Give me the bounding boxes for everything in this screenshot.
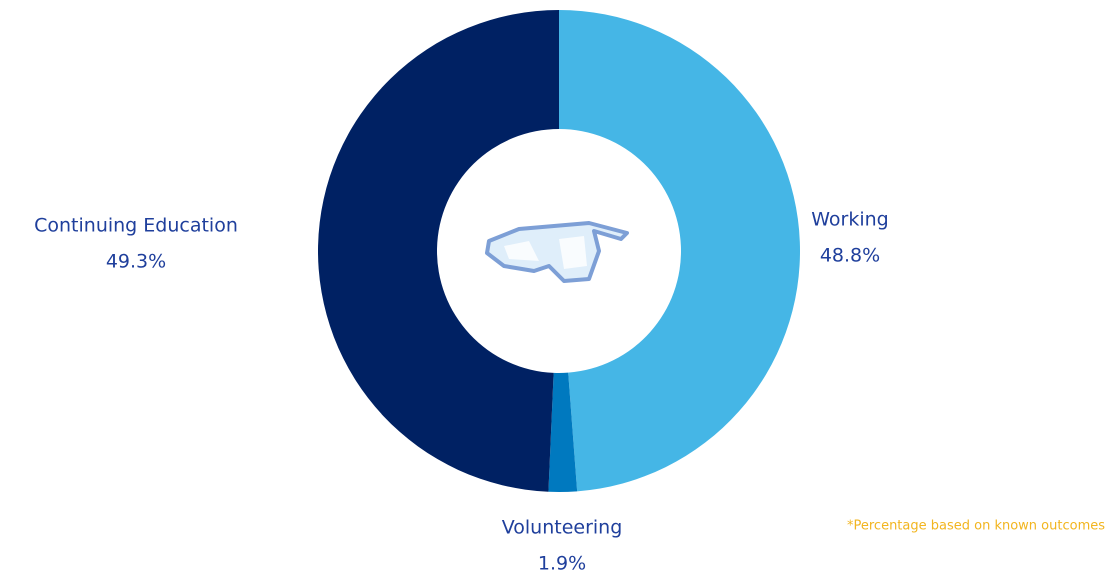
segment-label: Volunteering xyxy=(502,517,623,539)
donut-segment xyxy=(317,10,559,492)
donut-segment xyxy=(548,372,578,493)
value-label: 49.3% xyxy=(106,251,166,273)
footnote: *Percentage based on known outcomes xyxy=(847,519,1105,534)
segment-label: Working xyxy=(811,209,889,231)
donut-segment xyxy=(559,10,801,492)
value-label: 1.9% xyxy=(538,553,586,573)
segment-label: Continuing Education xyxy=(34,215,238,237)
goggles-icon xyxy=(485,221,629,283)
value-label: 48.8% xyxy=(820,245,880,267)
